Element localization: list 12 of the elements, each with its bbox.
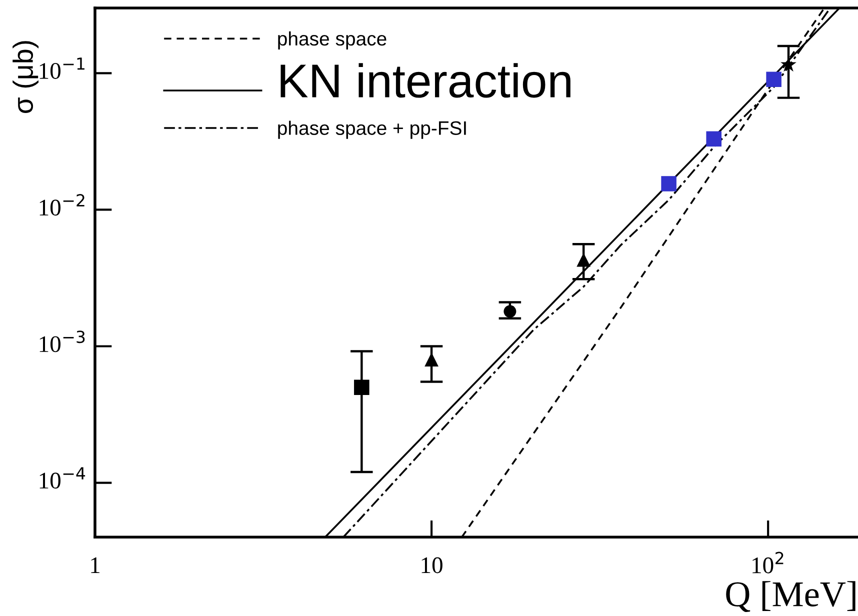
legend-label: KN interaction — [280, 63, 570, 98]
y-axis-title: σ (μb) — [12, 41, 39, 114]
x-axis-title: Q [MeV] — [726, 581, 856, 612]
y-tick-label: 10$^{−3}$ — [40, 330, 85, 352]
y-tick-label: 10$^{−4}$ — [40, 467, 86, 489]
y-tick-label: 10$^{−2}$ — [40, 194, 84, 216]
x-tick-label: 10 — [422, 557, 442, 574]
x-tick-label: 1 — [91, 557, 100, 573]
x-tick-label: 10$^{2}$ — [752, 552, 784, 574]
legend-label: phase space + pp-FSI — [278, 120, 466, 139]
y-tick-label: 10$^{−1}$ — [40, 58, 84, 79]
legend-label: phase space — [278, 31, 386, 50]
